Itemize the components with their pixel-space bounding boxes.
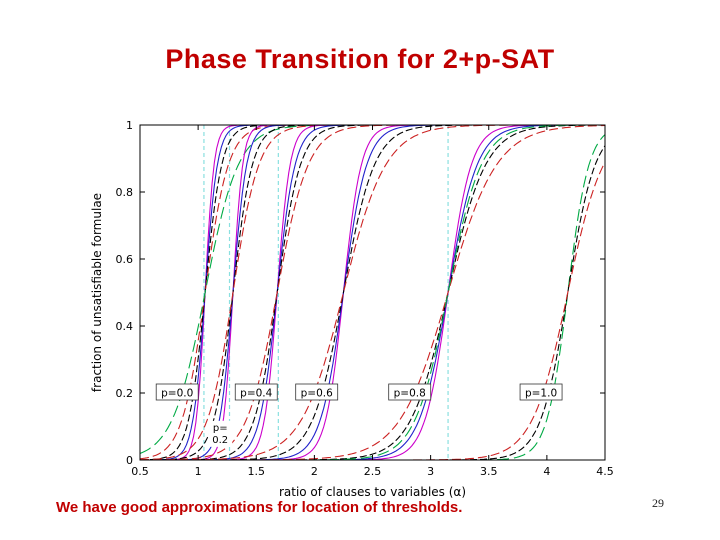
- svg-text:1: 1: [195, 465, 202, 478]
- svg-text:p=1.0: p=1.0: [525, 388, 557, 400]
- phase-transition-chart: 0.5 1 1.5 2 2.5 3 3.5 4 4.5 0 0.2 0.4 0.6 0.8 1 ratio o…: [90, 119, 614, 499]
- svg-text:0.4: 0.4: [116, 320, 134, 333]
- svg-text:4.5: 4.5: [596, 465, 614, 478]
- svg-text:p=0.4: p=0.4: [240, 388, 272, 400]
- svg-text:p=0.0: p=0.0: [161, 388, 193, 400]
- svg-text:0: 0: [126, 454, 133, 467]
- svg-text:p=0.6: p=0.6: [301, 388, 333, 400]
- svg-text:0.5: 0.5: [131, 465, 149, 478]
- svg-text:p=0.8: p=0.8: [394, 388, 426, 400]
- svg-text:1: 1: [126, 119, 133, 132]
- svg-text:p=: p=: [213, 423, 228, 434]
- caption: We have good approximations for location…: [56, 499, 463, 516]
- svg-text:0.2: 0.2: [212, 435, 228, 446]
- svg-text:4: 4: [543, 465, 550, 478]
- svg-text:2.5: 2.5: [364, 465, 382, 478]
- svg-text:1.5: 1.5: [248, 465, 266, 478]
- svg-text:0.6: 0.6: [116, 253, 134, 266]
- svg-text:fraction of unsatisfiable form: fraction of unsatisfiable formulae: [90, 193, 104, 392]
- svg-text:2: 2: [311, 465, 318, 478]
- svg-text:0.2: 0.2: [116, 387, 134, 400]
- svg-text:ratio of clauses to variables: ratio of clauses to variables (α): [279, 485, 466, 499]
- svg-text:3: 3: [427, 465, 434, 478]
- chart-area: 0.5 1 1.5 2 2.5 3 3.5 4 4.5 0 0.2 0.4 0.6 0.8 1 ratio o…: [88, 104, 628, 508]
- svg-text:3.5: 3.5: [480, 465, 498, 478]
- page-number: 29: [652, 496, 664, 510]
- svg-text:0.8: 0.8: [116, 186, 134, 199]
- slide-title: Phase Transition for 2+p-SAT: [165, 44, 555, 74]
